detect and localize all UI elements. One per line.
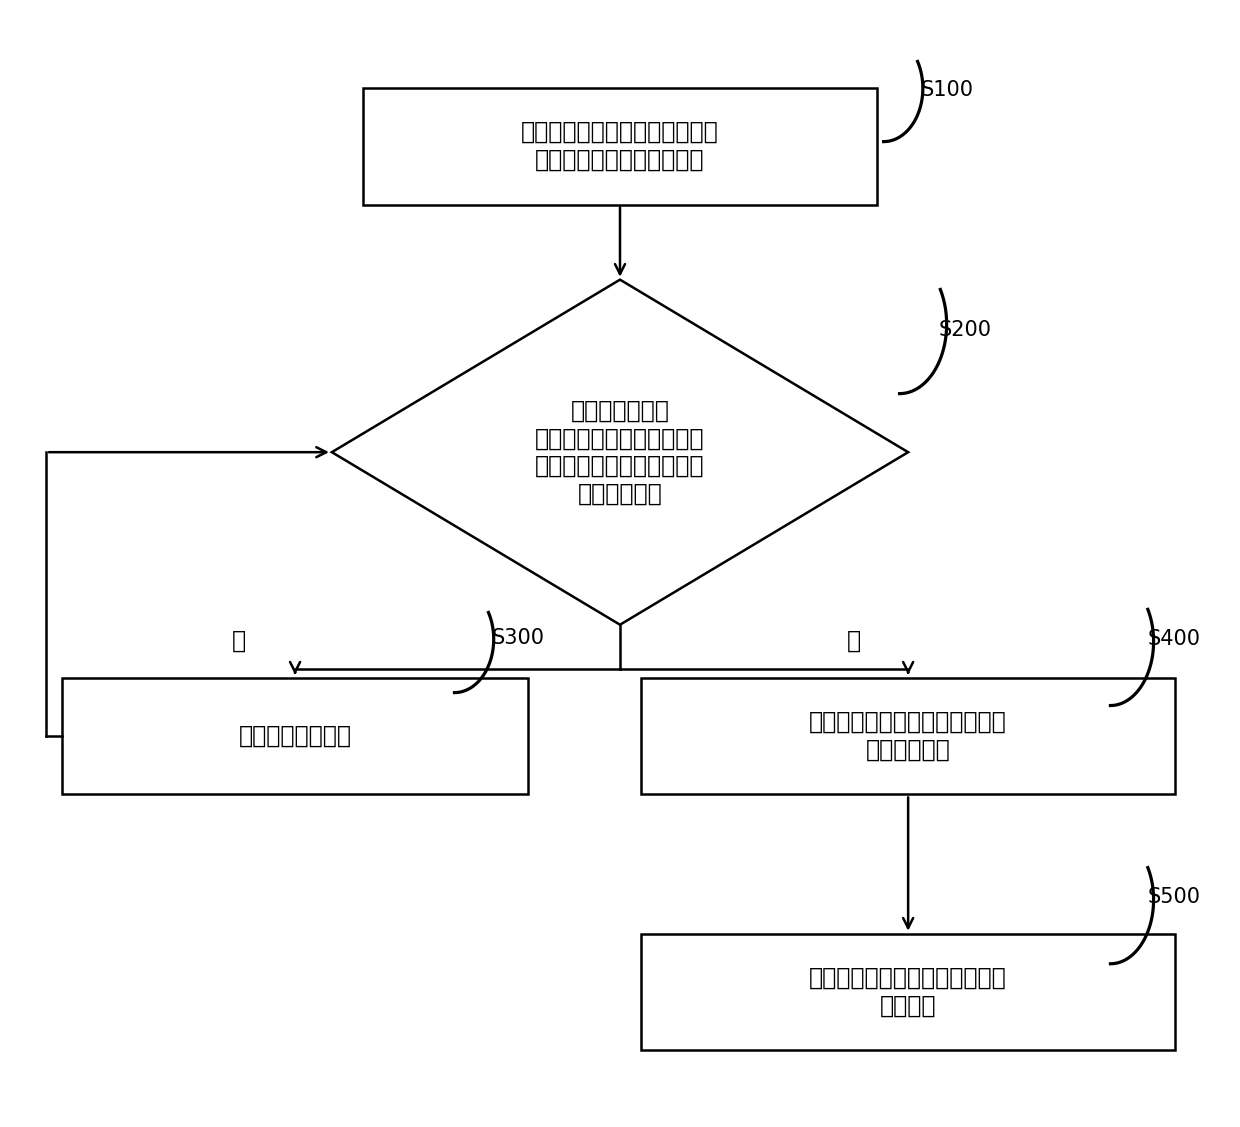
Text: 如果已开启拥堵
自动辅助驾驶，则判断当前
行驶路段的实际车道和预设
车道是否一致: 如果已开启拥堵 自动辅助驾驶，则判断当前 行驶路段的实际车道和预设 车道是否一致 xyxy=(536,399,704,506)
Text: 是: 是 xyxy=(232,629,246,653)
Text: 获取导航目的地，规划行驶路线
中每个行驶路段的预设车道: 获取导航目的地，规划行驶路线 中每个行驶路段的预设车道 xyxy=(521,121,719,172)
Text: 于到达所述分叉路口之前提醒驾
驶员变道: 于到达所述分叉路口之前提醒驾 驶员变道 xyxy=(810,966,1007,1018)
Text: S300: S300 xyxy=(491,628,544,648)
Polygon shape xyxy=(332,279,908,624)
FancyBboxPatch shape xyxy=(362,88,878,204)
FancyBboxPatch shape xyxy=(641,933,1174,1050)
Text: 否: 否 xyxy=(847,629,861,653)
Text: S500: S500 xyxy=(1147,887,1200,907)
Text: 获取车辆行驶前方距离最近的分
叉路口的位置: 获取车辆行驶前方距离最近的分 叉路口的位置 xyxy=(810,710,1007,762)
Text: 等待预设间隔时间: 等待预设间隔时间 xyxy=(238,724,352,748)
FancyBboxPatch shape xyxy=(62,677,528,795)
FancyBboxPatch shape xyxy=(641,677,1174,795)
Text: S200: S200 xyxy=(939,320,992,339)
Text: S100: S100 xyxy=(920,80,973,100)
Text: S400: S400 xyxy=(1147,629,1200,649)
